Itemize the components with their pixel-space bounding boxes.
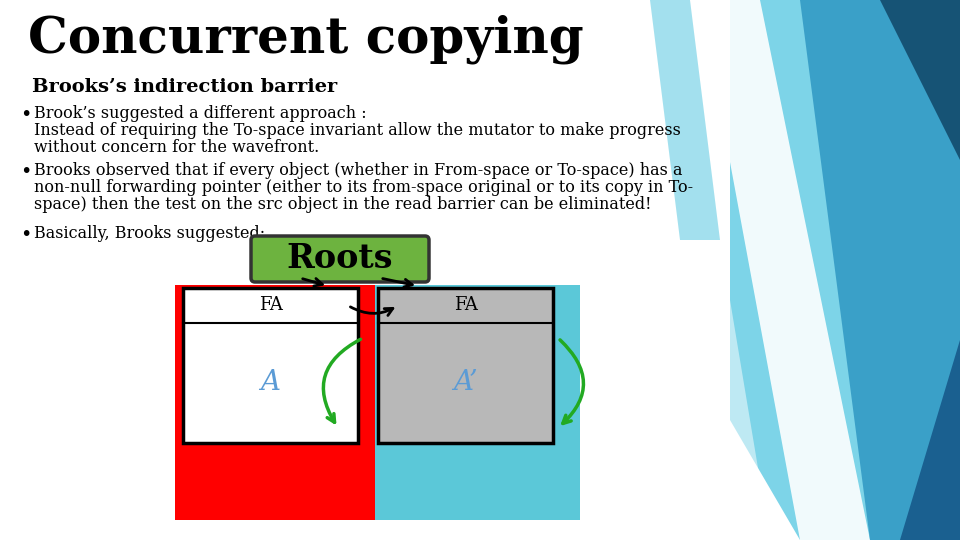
Text: Instead of requiring the To-space invariant allow the mutator to make progress: Instead of requiring the To-space invari…	[34, 122, 681, 139]
FancyArrowPatch shape	[350, 307, 393, 315]
Text: Roots: Roots	[287, 242, 394, 275]
Text: non-null forwarding pointer (either to its from-space original or to its copy in: non-null forwarding pointer (either to i…	[34, 179, 693, 196]
Bar	[175, 285, 375, 520]
Polygon shape	[700, 0, 870, 540]
Text: Basically, Brooks suggested:: Basically, Brooks suggested:	[34, 225, 265, 242]
Text: Brook’s suggested a different approach :: Brook’s suggested a different approach :	[34, 105, 367, 122]
Text: •: •	[20, 162, 32, 181]
FancyArrowPatch shape	[560, 340, 584, 423]
FancyArrowPatch shape	[302, 279, 323, 286]
Text: A’: A’	[453, 369, 478, 396]
Text: A: A	[260, 369, 280, 396]
Polygon shape	[730, 0, 960, 540]
Text: Concurrent copying: Concurrent copying	[28, 15, 584, 64]
Text: FA: FA	[258, 296, 282, 314]
Text: Brooks observed that if every object (whether in From-space or To-space) has a: Brooks observed that if every object (wh…	[34, 162, 683, 179]
Polygon shape	[800, 0, 960, 540]
Bar	[375, 285, 580, 520]
Text: •: •	[20, 225, 32, 244]
Bar	[378, 288, 553, 443]
Text: FA: FA	[453, 296, 477, 314]
Polygon shape	[880, 0, 960, 160]
Bar	[183, 288, 358, 443]
Text: space) then the test on the src object in the read barrier can be eliminated!: space) then the test on the src object i…	[34, 196, 652, 213]
FancyArrowPatch shape	[383, 279, 412, 287]
FancyBboxPatch shape	[251, 236, 429, 282]
FancyArrowPatch shape	[324, 339, 361, 422]
Polygon shape	[900, 340, 960, 540]
Polygon shape	[650, 0, 720, 240]
Text: Brooks’s indirection barrier: Brooks’s indirection barrier	[32, 78, 337, 96]
Text: •: •	[20, 105, 32, 124]
Text: without concern for the wavefront.: without concern for the wavefront.	[34, 139, 320, 156]
Polygon shape	[640, 0, 770, 540]
